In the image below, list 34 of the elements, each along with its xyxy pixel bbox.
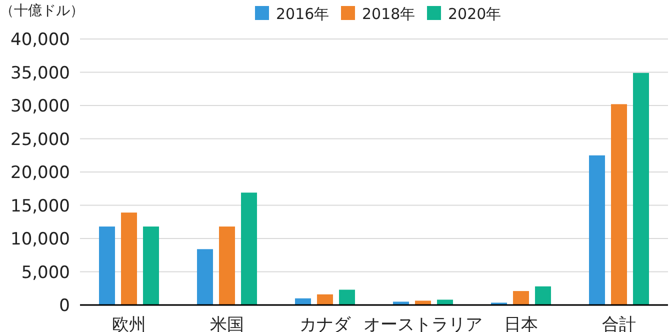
y-tick-label: 35,000 bbox=[10, 63, 70, 84]
x-tick-label: 日本 bbox=[504, 315, 538, 332]
x-tick-label: 欧州 bbox=[112, 315, 146, 332]
bar bbox=[295, 298, 311, 305]
x-tick-label: 米国 bbox=[210, 315, 244, 332]
bar bbox=[535, 286, 551, 305]
y-tick-label: 5,000 bbox=[21, 262, 70, 283]
bar bbox=[241, 192, 257, 305]
bar bbox=[143, 226, 159, 305]
y-tick-label: 0 bbox=[59, 296, 70, 316]
bar bbox=[393, 302, 409, 305]
bar bbox=[513, 291, 529, 305]
legend-label: 2016年 bbox=[276, 5, 330, 23]
legend-label: 2018年 bbox=[362, 5, 416, 23]
bar bbox=[415, 300, 431, 305]
bar bbox=[197, 249, 213, 305]
y-tick-label: 20,000 bbox=[10, 163, 70, 183]
y-axis-title: （十億ドル） bbox=[0, 3, 84, 19]
bar bbox=[589, 155, 605, 305]
bar bbox=[99, 226, 115, 305]
bar bbox=[339, 290, 355, 305]
bar bbox=[121, 212, 137, 305]
y-tick-label: 40,000 bbox=[10, 30, 70, 50]
bar bbox=[219, 226, 235, 305]
bar bbox=[317, 294, 333, 305]
bar bbox=[633, 72, 649, 305]
bar bbox=[611, 104, 627, 305]
legend-label: 2020年 bbox=[448, 5, 502, 23]
bar bbox=[437, 300, 453, 305]
y-tick-label: 10,000 bbox=[10, 230, 70, 250]
y-tick-label: 30,000 bbox=[10, 96, 70, 116]
y-tick-label: 15,000 bbox=[10, 196, 70, 216]
y-tick-label: 25,000 bbox=[10, 130, 70, 150]
x-tick-label: オーストラリア bbox=[364, 315, 482, 332]
